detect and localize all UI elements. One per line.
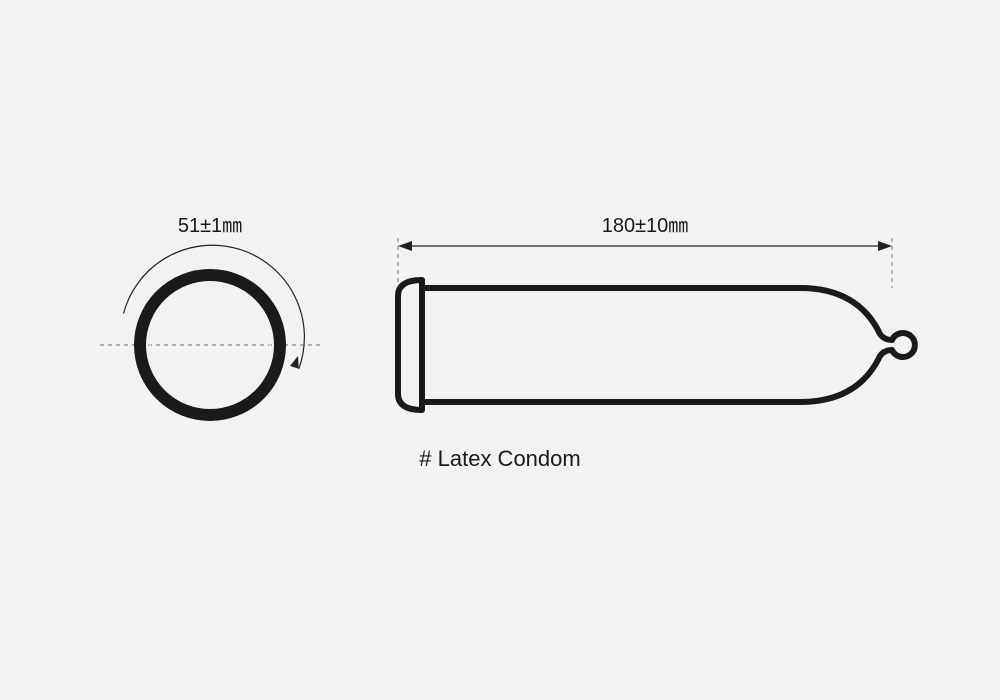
caption-text: # Latex Condom bbox=[419, 446, 580, 472]
length-dimension-label: 180±10㎜ bbox=[602, 209, 689, 238]
length-arrow-right bbox=[878, 241, 892, 251]
diagram-canvas: 51±1㎜ 180±10㎜ # Latex Condom bbox=[0, 0, 1000, 700]
profile-figure bbox=[0, 0, 1000, 700]
length-arrow-left bbox=[398, 241, 412, 251]
condom-profile-outline bbox=[398, 280, 915, 410]
